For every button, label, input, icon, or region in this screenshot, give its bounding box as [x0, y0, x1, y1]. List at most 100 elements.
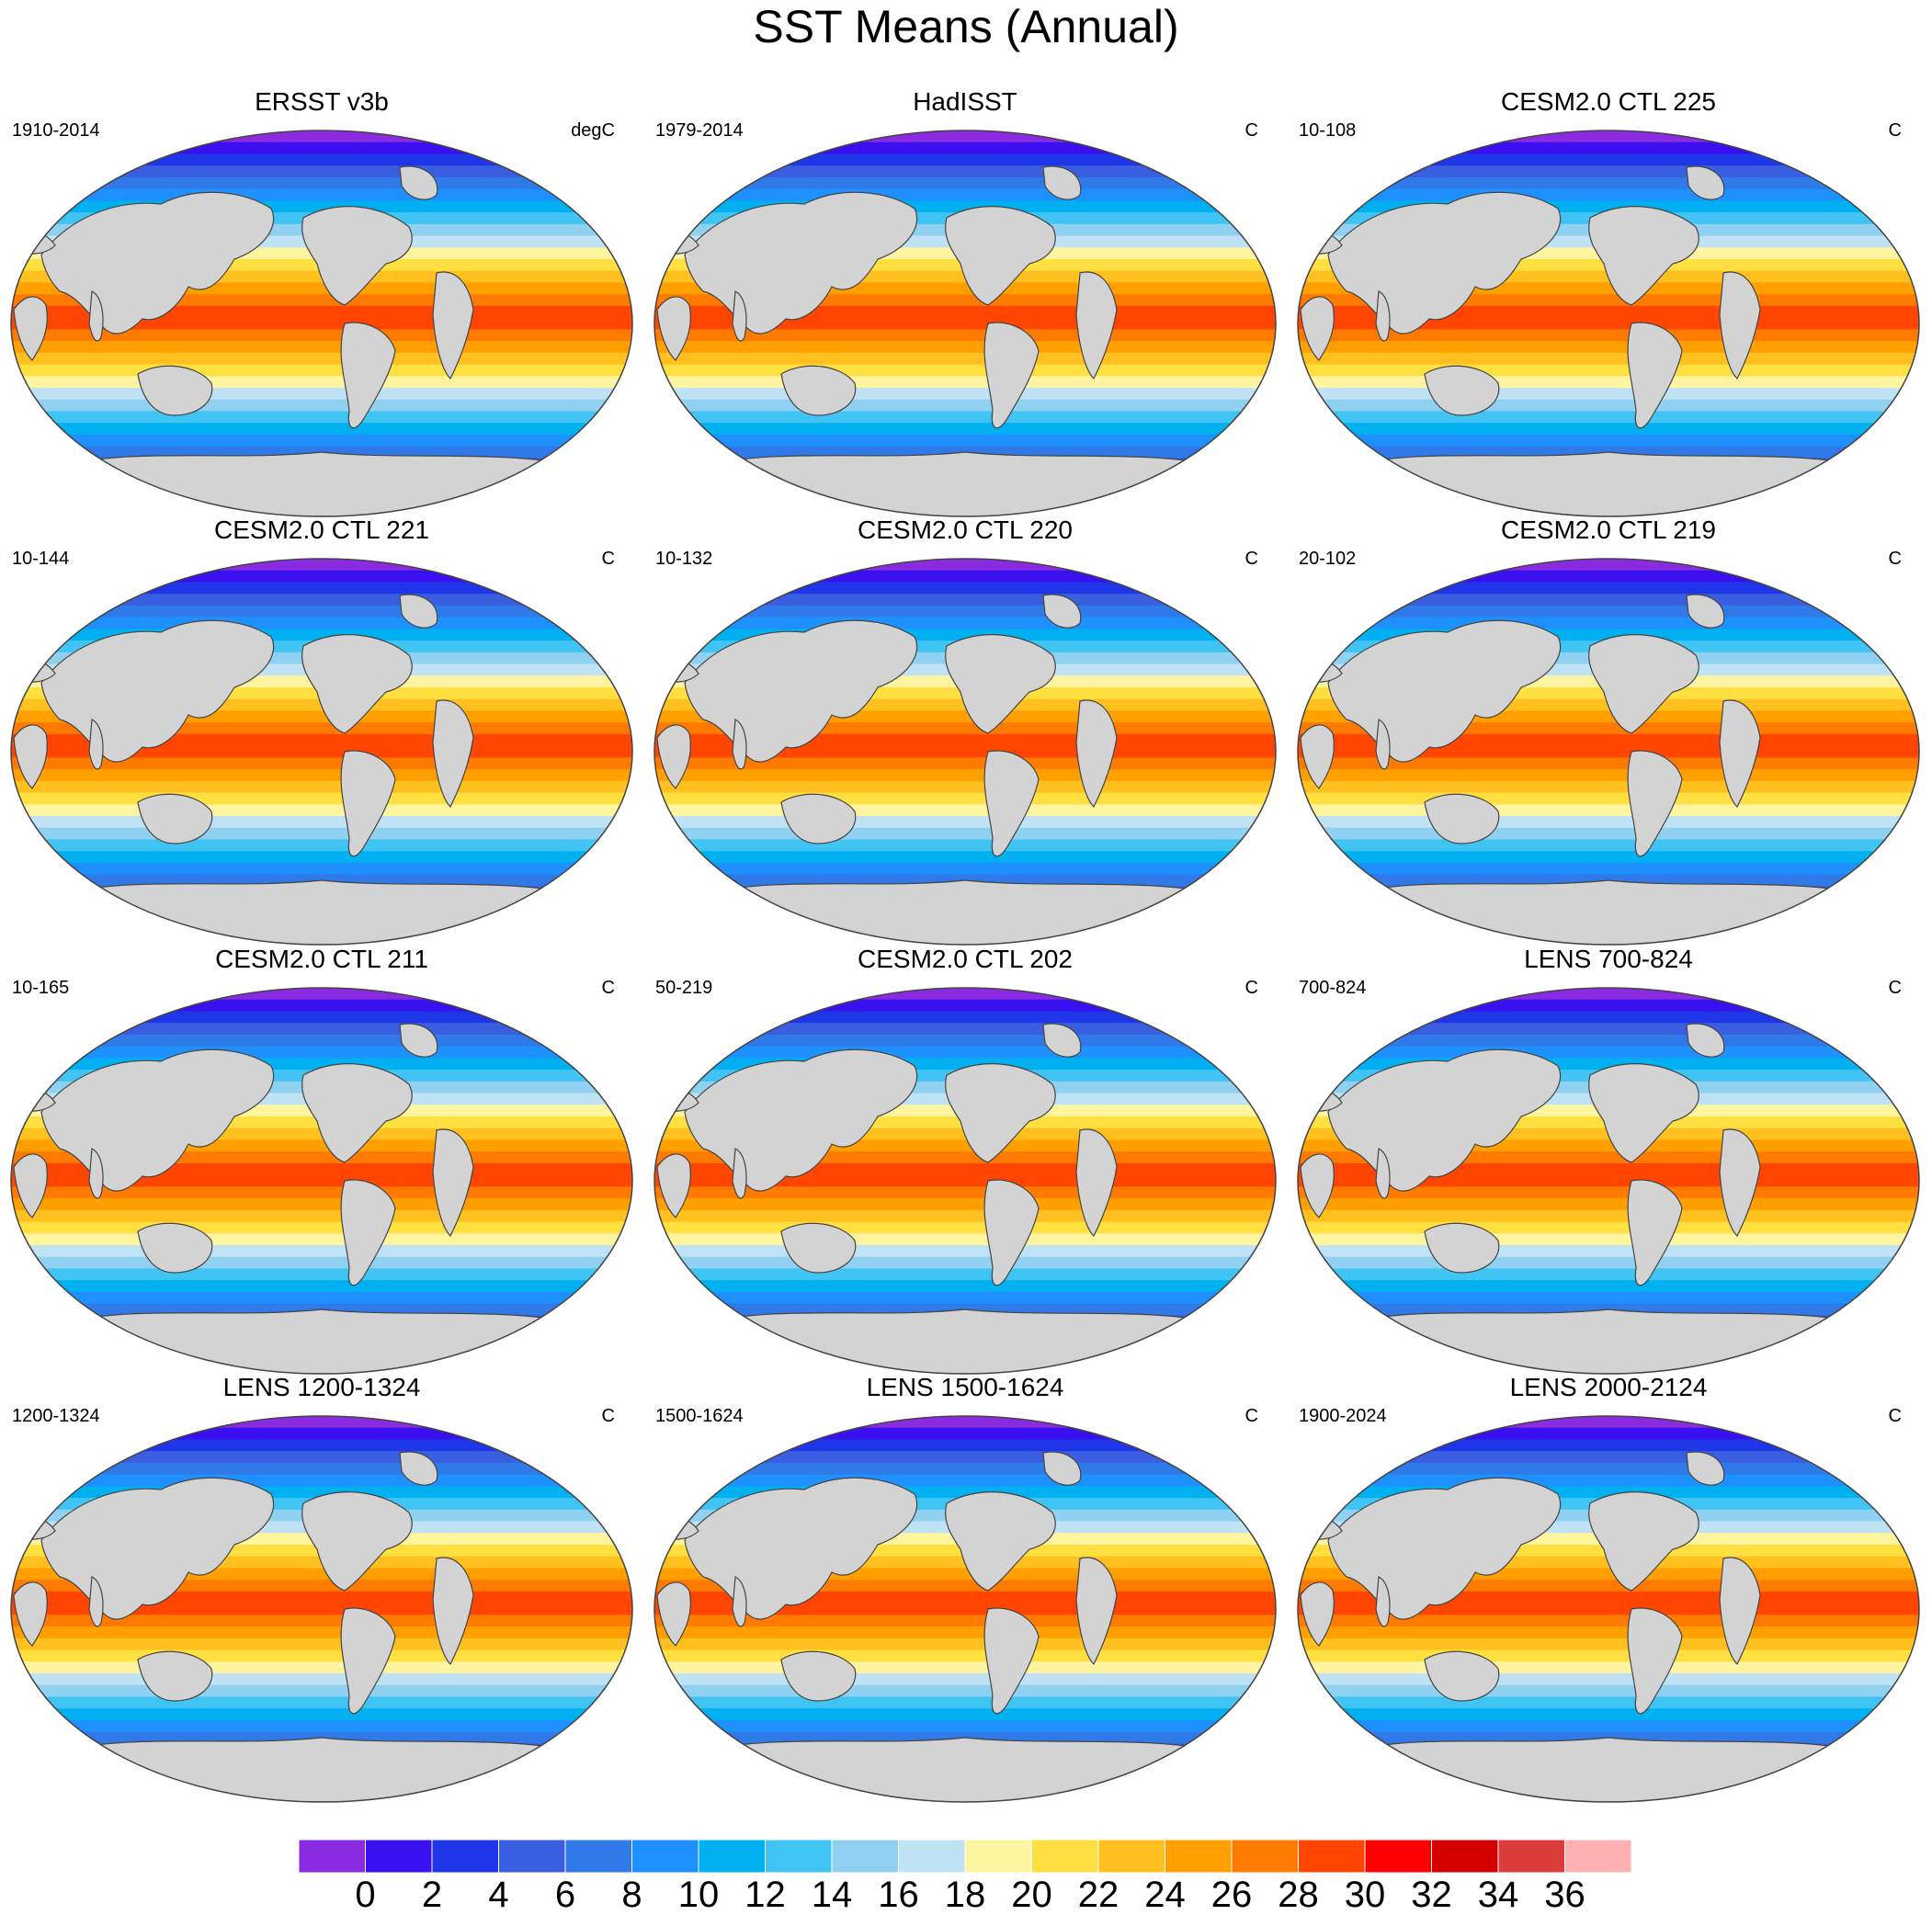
- south-america: [340, 1607, 396, 1715]
- africa-east: [1719, 271, 1761, 380]
- period-label: 1910-2014: [12, 120, 100, 141]
- sst-band: [1298, 1186, 1919, 1200]
- sst-band: [11, 1186, 632, 1200]
- australia: [1424, 365, 1500, 416]
- colorbar: [299, 1840, 1631, 1873]
- sst-band: [654, 1439, 1276, 1453]
- australia: [1424, 793, 1500, 844]
- sst-band: [11, 1245, 632, 1258]
- period-label: 10-132: [655, 549, 713, 569]
- sst-band: [654, 388, 1276, 401]
- north-america: [1588, 1491, 1699, 1592]
- panel-title: LENS 1500-1624: [866, 1373, 1064, 1401]
- north-america: [945, 206, 1056, 306]
- sst-band: [654, 423, 1276, 436]
- asia-landmass: [40, 1477, 275, 1620]
- map-outline: [10, 1415, 633, 1803]
- asia-landmass: [40, 619, 275, 763]
- south-america: [340, 322, 396, 429]
- arabia-africa-west: [656, 1153, 691, 1218]
- north-america: [945, 634, 1056, 734]
- sst-band: [1298, 388, 1919, 401]
- period-label: 1200-1324: [12, 1406, 100, 1426]
- sst-band: [1298, 1034, 1919, 1048]
- map-outline: [10, 130, 633, 517]
- sst-band: [654, 745, 1276, 759]
- sst-band: [1298, 605, 1919, 618]
- antarctica: [1345, 1309, 1881, 1374]
- map-panel: CESM2.0 CTL 221 10-144 C: [5, 515, 639, 946]
- map-outline: [653, 987, 1277, 1375]
- australia: [1424, 1222, 1500, 1274]
- sst-band: [11, 1221, 632, 1235]
- colorbar-tick-label: 18: [944, 1875, 986, 1915]
- period-label: 700-824: [1299, 978, 1367, 998]
- sst-band: [654, 1256, 1276, 1270]
- sst-band: [654, 1023, 1276, 1036]
- colorbar-swatch: [431, 1840, 499, 1873]
- sst-band: [11, 329, 632, 343]
- sst-band: [654, 1696, 1276, 1710]
- australia: [1424, 1650, 1500, 1702]
- india-peninsula: [1375, 719, 1391, 770]
- greenland: [399, 1451, 438, 1486]
- colorbar-swatch: [1364, 1840, 1432, 1873]
- sst-band: [654, 1291, 1276, 1305]
- sst-band: [654, 1615, 1276, 1628]
- arabia-africa-west: [656, 724, 691, 789]
- sst-band: [11, 839, 632, 853]
- north-america: [1588, 206, 1699, 306]
- sst-band: [1298, 1174, 1919, 1188]
- period-label: 1500-1624: [655, 1406, 744, 1426]
- colorbar-tick-label: 14: [811, 1875, 853, 1915]
- sst-band: [1298, 1719, 1919, 1733]
- sst-band: [1298, 769, 1919, 782]
- units-label: C: [1888, 120, 1902, 141]
- north-america: [301, 634, 413, 734]
- sst-band: [11, 341, 632, 354]
- south-america: [1627, 1607, 1683, 1715]
- colorbar-swatch: [1231, 1840, 1299, 1873]
- sst-map: [1297, 1415, 1920, 1803]
- panel-title: CESM2.0 CTL 219: [1501, 516, 1716, 544]
- sst-band: [654, 1233, 1276, 1246]
- colorbar-swatch: [299, 1840, 366, 1873]
- colorbar-swatch: [1097, 1840, 1165, 1873]
- asia-landmass: [1327, 1477, 1562, 1620]
- map-outline: [10, 987, 633, 1375]
- asia-landmass: [1327, 191, 1562, 334]
- colorbar-swatch: [365, 1840, 433, 1873]
- north-america: [301, 1063, 413, 1163]
- colorbar-swatch: [964, 1840, 1032, 1873]
- map-panel: LENS 700-824 700-824 C: [1291, 944, 1926, 1376]
- greenland: [1042, 594, 1082, 629]
- sst-band: [11, 851, 632, 864]
- sst-band: [654, 1649, 1276, 1663]
- sst-band: [11, 352, 632, 366]
- north-america: [301, 206, 413, 306]
- sst-band: [654, 1603, 1276, 1616]
- sst-band: [654, 1198, 1276, 1211]
- sst-map: [1297, 987, 1920, 1375]
- sst-band: [11, 317, 632, 331]
- india-peninsula: [88, 1148, 104, 1199]
- sst-band: [654, 1673, 1276, 1686]
- sst-map: [10, 130, 633, 517]
- figure-title: SST Means (Annual): [753, 1, 1179, 52]
- sst-band: [1298, 1673, 1919, 1686]
- panel-title: LENS 1200-1324: [222, 1373, 421, 1401]
- australia: [780, 793, 857, 844]
- sst-band: [11, 1474, 632, 1488]
- south-america: [983, 750, 1040, 857]
- sst-band: [11, 376, 632, 389]
- sst-band: [11, 399, 632, 413]
- map-outline: [10, 558, 633, 946]
- colorbar-swatch: [631, 1840, 699, 1873]
- sst-band: [1298, 559, 1919, 572]
- sst-band: [1298, 792, 1919, 806]
- sst-band: [654, 1174, 1276, 1188]
- colorbar-tick-label: 34: [1477, 1875, 1519, 1915]
- sst-band: [1298, 1268, 1919, 1282]
- sst-band: [654, 999, 1276, 1013]
- sst-band: [1298, 1637, 1919, 1651]
